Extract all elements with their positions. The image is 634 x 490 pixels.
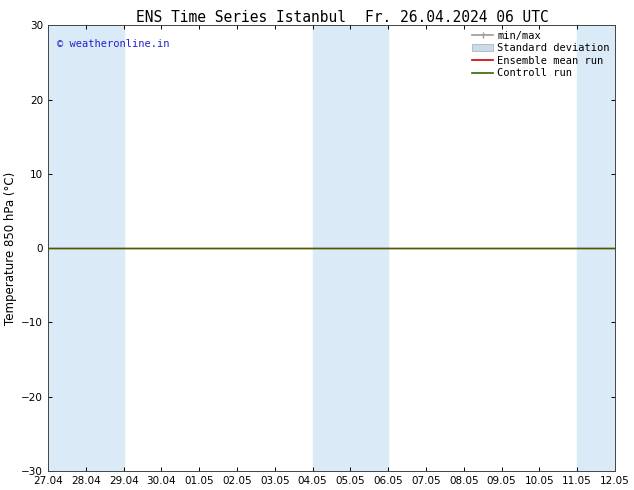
- Y-axis label: Temperature 850 hPa (°C): Temperature 850 hPa (°C): [4, 172, 17, 325]
- Text: ENS Time Series Istanbul: ENS Time Series Istanbul: [136, 10, 346, 25]
- Text: © weatheronline.in: © weatheronline.in: [56, 39, 169, 49]
- Bar: [313, 25, 388, 471]
- Bar: [577, 25, 615, 471]
- Legend: min/max, Standard deviation, Ensemble mean run, Controll run: min/max, Standard deviation, Ensemble me…: [472, 30, 610, 78]
- Bar: [48, 25, 124, 471]
- Text: Fr. 26.04.2024 06 UTC: Fr. 26.04.2024 06 UTC: [365, 10, 548, 25]
